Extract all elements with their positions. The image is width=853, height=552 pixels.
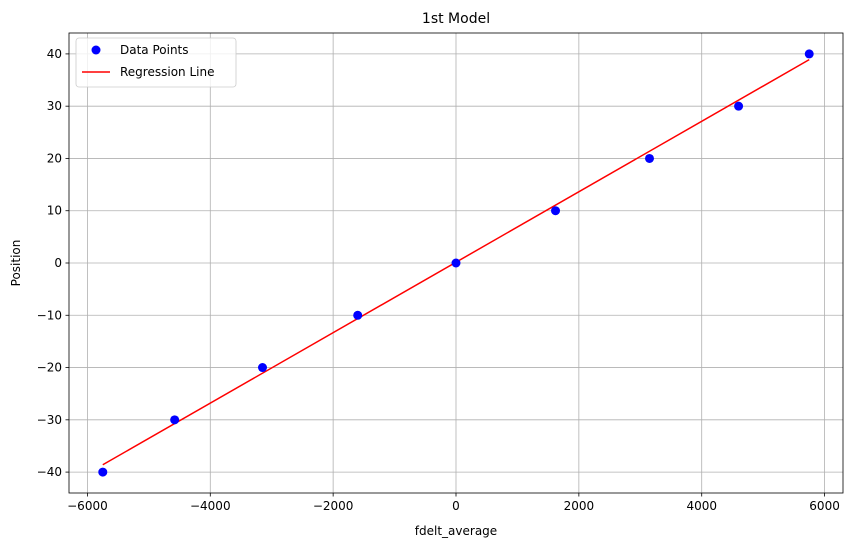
- data-point: [551, 206, 561, 216]
- x-axis-title: fdelt_average: [415, 524, 497, 538]
- y-tick-label: 10: [47, 204, 62, 218]
- x-tick-label: 6000: [809, 499, 840, 513]
- y-tick-label: −40: [37, 465, 62, 479]
- y-tick-label: −20: [37, 361, 62, 375]
- legend-label: Data Points: [120, 43, 189, 57]
- y-tick-label: 20: [47, 151, 62, 165]
- data-point: [451, 258, 461, 268]
- y-tick-label: 0: [54, 256, 62, 270]
- data-point: [804, 49, 814, 59]
- x-tick-label: 0: [452, 499, 460, 513]
- legend-marker-data-points: [91, 45, 101, 55]
- y-tick-label: −30: [37, 413, 62, 427]
- data-point: [645, 153, 654, 163]
- y-tick-label: 40: [47, 47, 62, 61]
- y-tick-label: 30: [47, 99, 62, 113]
- y-axis-title: Position: [9, 240, 23, 287]
- legend-box: [75, 37, 237, 88]
- y-tick-label: −10: [37, 308, 62, 322]
- data-point: [98, 467, 108, 477]
- data-point: [734, 101, 744, 111]
- x-tick-label: −4000: [190, 499, 231, 513]
- x-tick-label: 2000: [564, 499, 595, 513]
- data-point: [258, 363, 267, 373]
- chart-title: 1st Model: [422, 11, 490, 27]
- x-tick-label: 4000: [686, 499, 717, 513]
- data-point: [170, 415, 180, 425]
- legend-label: Regression Line: [120, 65, 214, 79]
- x-tick-label: −2000: [313, 499, 354, 513]
- x-tick-label: −6000: [67, 499, 108, 513]
- data-point: [353, 310, 363, 320]
- legend: Data Points Regression Line: [75, 37, 237, 88]
